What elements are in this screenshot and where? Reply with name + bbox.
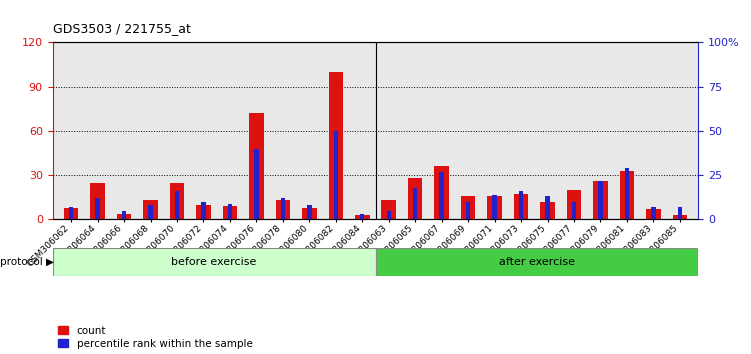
Bar bbox=[413, 188, 418, 219]
Bar bbox=[116, 213, 131, 219]
Bar bbox=[53, 248, 376, 276]
Bar bbox=[434, 166, 449, 219]
Bar bbox=[201, 202, 206, 219]
Bar bbox=[567, 190, 581, 219]
Bar bbox=[545, 196, 550, 219]
Bar bbox=[281, 198, 285, 219]
Bar bbox=[360, 214, 364, 219]
Bar bbox=[572, 202, 576, 219]
Bar bbox=[302, 208, 317, 219]
Bar bbox=[514, 194, 529, 219]
Bar bbox=[249, 113, 264, 219]
Bar bbox=[276, 200, 290, 219]
Bar bbox=[254, 149, 258, 219]
Bar bbox=[69, 207, 74, 219]
Bar bbox=[196, 205, 211, 219]
Bar bbox=[222, 206, 237, 219]
Bar bbox=[307, 205, 312, 219]
Bar bbox=[95, 198, 100, 219]
Bar bbox=[387, 211, 391, 219]
Bar bbox=[620, 171, 635, 219]
Bar bbox=[461, 196, 475, 219]
Bar bbox=[593, 181, 608, 219]
Bar bbox=[228, 204, 232, 219]
Bar bbox=[170, 183, 184, 219]
Legend: count, percentile rank within the sample: count, percentile rank within the sample bbox=[58, 326, 252, 349]
Bar bbox=[328, 72, 343, 219]
Bar bbox=[677, 207, 682, 219]
Bar bbox=[175, 191, 179, 219]
Bar bbox=[355, 215, 369, 219]
Bar bbox=[487, 196, 502, 219]
Text: before exercise: before exercise bbox=[171, 257, 257, 267]
Bar bbox=[651, 207, 656, 219]
Bar bbox=[122, 211, 126, 219]
Bar bbox=[439, 172, 444, 219]
Bar bbox=[519, 191, 523, 219]
Bar bbox=[646, 209, 661, 219]
Bar bbox=[149, 205, 152, 219]
Bar bbox=[625, 168, 629, 219]
Bar bbox=[493, 195, 497, 219]
Bar bbox=[673, 215, 687, 219]
Bar bbox=[333, 131, 338, 219]
Bar bbox=[64, 208, 78, 219]
Bar bbox=[376, 248, 698, 276]
Bar bbox=[540, 202, 555, 219]
Bar bbox=[90, 183, 105, 219]
Text: protocol ▶: protocol ▶ bbox=[0, 257, 54, 267]
Bar bbox=[408, 178, 423, 219]
Text: after exercise: after exercise bbox=[499, 257, 575, 267]
Text: GDS3503 / 221755_at: GDS3503 / 221755_at bbox=[53, 22, 191, 35]
Bar bbox=[382, 200, 396, 219]
Bar bbox=[466, 202, 470, 219]
Bar bbox=[599, 181, 602, 219]
Bar bbox=[143, 200, 158, 219]
